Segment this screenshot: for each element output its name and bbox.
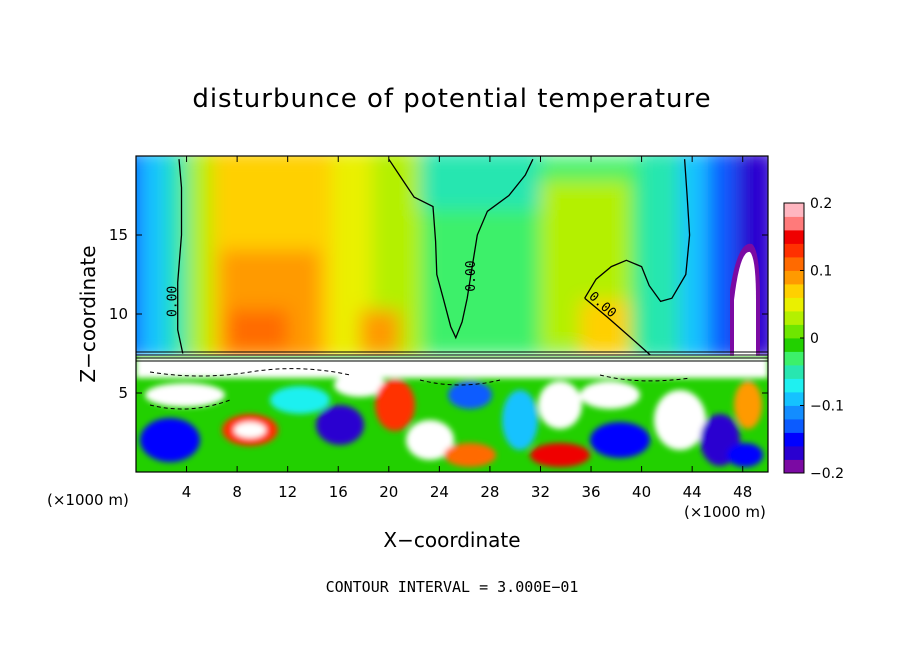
colorbar-swatch (784, 378, 804, 393)
x-tick-label: 32 (531, 483, 550, 501)
colorbar-tick-label: 0.2 (810, 196, 832, 212)
colorbar-swatch (784, 216, 804, 231)
colorbar-swatch (784, 324, 804, 339)
colorbar-swatch (784, 311, 804, 325)
x-tick-label: 44 (683, 483, 702, 501)
zero-contour-line (584, 159, 691, 303)
colorbar-swatch (784, 405, 804, 420)
x-tick-label: 8 (232, 483, 242, 501)
x-axis-ticks: 4 8 12 16 20 24 28 32 36 40 44 48 (182, 156, 752, 501)
y-tick-label: 10 (109, 305, 128, 323)
x-tick-label: 28 (480, 483, 499, 501)
y-axis-ticks: 5 10 15 (109, 226, 768, 402)
x-tick-label: 16 (329, 483, 348, 501)
colorbar-swatch (784, 432, 804, 447)
colorbar-swatch (784, 365, 804, 379)
y-axis-label: Z−coordinate (76, 245, 100, 382)
colorbar-swatch (784, 351, 804, 366)
colorbar-tick-label: 0.1 (810, 264, 832, 280)
x-tick-label: 24 (430, 483, 449, 501)
colorbar-tick-label: 0 (810, 331, 819, 347)
colorbar-swatch (784, 230, 804, 244)
x-tick-label: 48 (733, 483, 752, 501)
colorbar-swatch (784, 459, 804, 474)
colorbar-tick-label: −0.1 (810, 399, 844, 415)
y-tick-label: 5 (118, 384, 128, 402)
colorbar-swatch (784, 203, 804, 217)
chart-title: disturbunce of potential temperature (192, 84, 712, 114)
colorbar: 0.2 0.1 0 −0.1 −0.2 (783, 196, 844, 482)
heatmap-field (136, 156, 768, 472)
contour-interval-footer: CONTOUR INTERVAL = 3.000E−01 (326, 578, 579, 596)
colorbar-swatch (784, 392, 804, 406)
y-tick-label: 15 (109, 226, 128, 244)
colorbar-tick-label: −0.2 (810, 466, 844, 482)
colorbar-swatch (784, 243, 804, 258)
zero-contour-line (177, 159, 184, 354)
colorbar-swatch (784, 257, 804, 271)
colorbar-swatch (784, 419, 804, 433)
x-tick-label: 36 (581, 483, 600, 501)
x-tick-label: 12 (278, 483, 297, 501)
zero-contour-line (388, 158, 534, 340)
zero-contour-lines (177, 158, 691, 356)
contour-label: 0.00 (165, 286, 180, 317)
x-tick-label: 4 (182, 483, 192, 501)
x-axis-label: X−coordinate (383, 528, 520, 552)
contour-label: 0.00 (464, 260, 479, 291)
colorbar-swatch (784, 297, 804, 312)
x-tick-label: 20 (379, 483, 398, 501)
colorbar-swatch (784, 446, 804, 460)
zero-contour-line (584, 297, 651, 356)
x-unit-label-right: (×1000 m) (684, 503, 766, 521)
colorbar-swatch (784, 284, 804, 298)
colorbar-swatch (784, 270, 804, 285)
x-tick-label: 40 (632, 483, 651, 501)
x-unit-label-left: (×1000 m) (47, 491, 129, 509)
colorbar-swatch (784, 338, 804, 352)
